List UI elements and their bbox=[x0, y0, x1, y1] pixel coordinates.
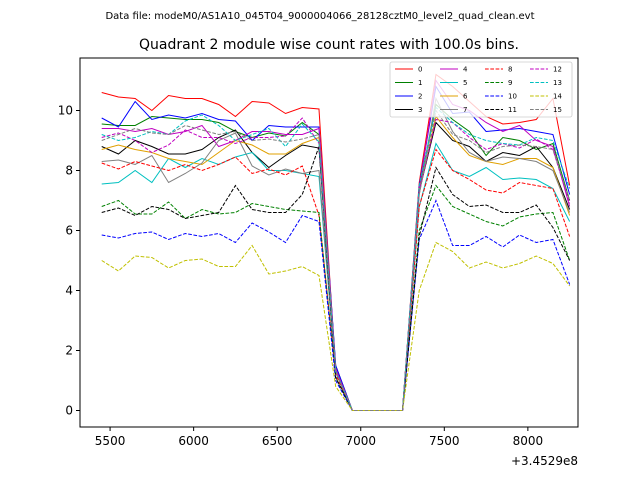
legend-label-3: 3 bbox=[418, 106, 422, 114]
series-line-15 bbox=[101, 109, 571, 411]
legend-frame bbox=[389, 61, 573, 118]
x-tick-label: 7500 bbox=[429, 434, 460, 448]
legend-label-1: 1 bbox=[418, 79, 422, 87]
legend-label-12: 12 bbox=[553, 66, 562, 74]
x-tick-label: 6500 bbox=[262, 434, 293, 448]
x-tick-label: 7000 bbox=[345, 434, 376, 448]
y-tick-label: 2 bbox=[65, 344, 73, 358]
y-tick-label: 8 bbox=[65, 164, 73, 178]
legend-label-10: 10 bbox=[508, 93, 517, 101]
chart-title: Quadrant 2 module wise count rates with … bbox=[139, 37, 519, 53]
legend-label-5: 5 bbox=[463, 79, 467, 87]
legend-label-14: 14 bbox=[553, 93, 562, 101]
legend-label-4: 4 bbox=[463, 66, 468, 74]
legend-label-2: 2 bbox=[418, 93, 422, 101]
legend-label-8: 8 bbox=[508, 66, 512, 74]
legend-label-13: 13 bbox=[553, 79, 562, 87]
legend-label-11: 11 bbox=[508, 106, 517, 114]
x-tick-label: 6000 bbox=[178, 434, 209, 448]
series-line-14 bbox=[101, 241, 571, 411]
y-axis: 0 2 4 6 8 10 bbox=[58, 104, 80, 418]
legend-label-0: 0 bbox=[418, 66, 422, 74]
axes-frame bbox=[79, 57, 579, 428]
x-offset-label: +3.4529e8 bbox=[511, 454, 578, 468]
legend-label-6: 6 bbox=[463, 93, 468, 101]
series-line-8 bbox=[101, 148, 571, 411]
y-tick-label: 0 bbox=[65, 404, 73, 418]
x-tick-label: 8000 bbox=[513, 434, 544, 448]
y-tick-label: 4 bbox=[65, 284, 73, 298]
y-tick-label: 6 bbox=[65, 224, 73, 238]
y-tick-label: 10 bbox=[58, 104, 73, 118]
legend-label-7: 7 bbox=[463, 106, 467, 114]
x-tick-label: 5500 bbox=[95, 434, 126, 448]
figure-suptitle: Data file: modeM0/AS1A10_045T04_90000040… bbox=[105, 11, 534, 22]
legend-label-9: 9 bbox=[508, 79, 512, 87]
x-axis: 5500 6000 6500 7000 7500 8000 bbox=[95, 427, 543, 448]
series-line-10 bbox=[101, 199, 571, 411]
legend-label-15: 15 bbox=[553, 106, 562, 114]
plot-area bbox=[101, 73, 571, 411]
series-line-11 bbox=[101, 146, 571, 411]
